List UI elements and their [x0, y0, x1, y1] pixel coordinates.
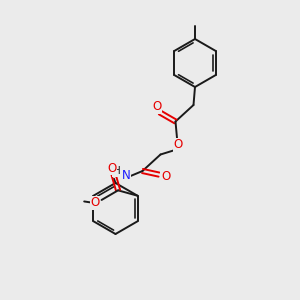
Text: N: N [122, 169, 130, 182]
Text: O: O [161, 169, 170, 183]
Text: H: H [112, 166, 120, 176]
Text: O: O [152, 100, 161, 113]
Text: O: O [174, 138, 183, 151]
Text: O: O [107, 162, 117, 175]
Text: O: O [90, 196, 100, 209]
